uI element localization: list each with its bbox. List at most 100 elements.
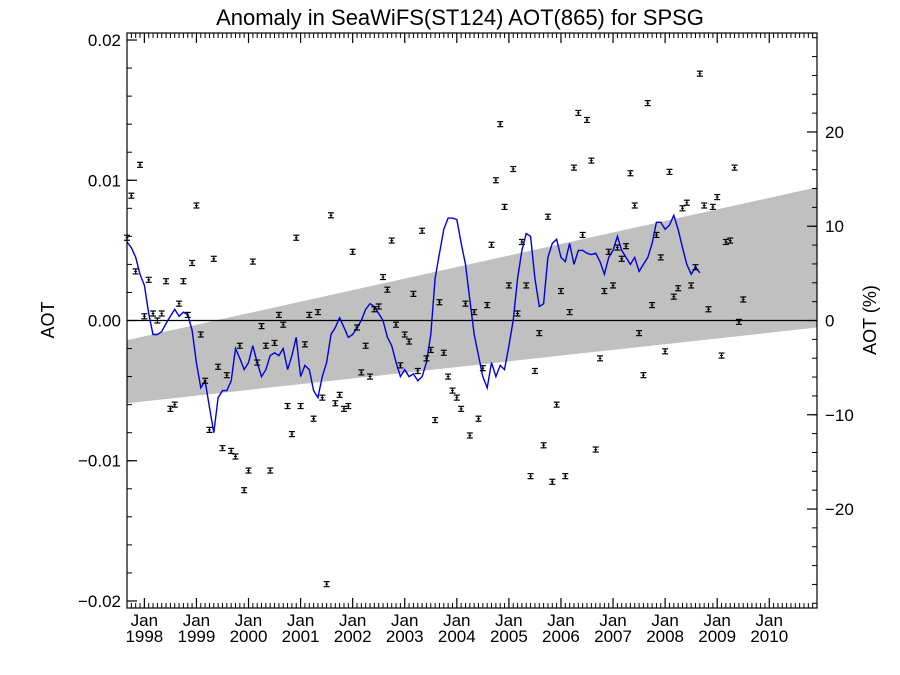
x-tick-label-month: Jan <box>651 611 678 630</box>
data-point <box>197 331 204 338</box>
data-point <box>423 355 430 362</box>
y-tick-label-right: −10 <box>825 406 854 425</box>
y-tick-label-left: 0.02 <box>88 31 121 50</box>
data-points-layer <box>124 70 747 588</box>
data-point <box>740 296 747 303</box>
x-tick-label-year: 2001 <box>282 627 320 646</box>
y-tick-label-left: −0.02 <box>78 592 121 611</box>
x-tick-label-year: 2006 <box>542 627 580 646</box>
data-point <box>206 426 213 433</box>
data-point <box>362 342 369 349</box>
data-point <box>154 317 161 324</box>
x-tick-label-year: 2003 <box>386 627 424 646</box>
data-point <box>319 394 326 401</box>
axes-layer: −0.02−0.010.000.010.02−20−1001020Jan1998… <box>78 31 854 646</box>
data-point <box>406 338 413 345</box>
data-point <box>388 237 395 244</box>
data-point <box>688 282 695 289</box>
data-point <box>288 430 295 438</box>
data-point <box>497 121 504 128</box>
data-point <box>375 303 382 310</box>
x-tick-label-month: Jan <box>495 611 522 630</box>
data-point <box>349 248 356 255</box>
y-axis-label-right: AOT (%) <box>860 285 880 355</box>
data-point <box>262 342 269 349</box>
data-point <box>644 100 651 107</box>
data-point <box>145 276 152 283</box>
x-tick-label-month: Jan <box>235 611 262 630</box>
data-point <box>540 442 547 449</box>
y-tick-label-left: 0.01 <box>88 171 121 190</box>
data-point <box>436 299 443 306</box>
data-point <box>440 349 447 356</box>
data-point <box>475 415 482 422</box>
x-tick-label-month: Jan <box>183 611 210 630</box>
data-point <box>692 264 699 271</box>
data-point <box>570 164 577 171</box>
data-point <box>727 237 734 244</box>
x-tick-label-year: 2009 <box>698 627 736 646</box>
data-point <box>614 244 621 251</box>
x-tick-label-month: Jan <box>287 611 314 630</box>
data-point <box>501 203 508 211</box>
data-point <box>245 467 252 474</box>
y-tick-label-left: −0.01 <box>78 452 121 471</box>
x-tick-label-year: 2007 <box>594 627 632 646</box>
data-point <box>518 238 525 246</box>
data-point <box>531 367 538 375</box>
data-point <box>176 300 183 307</box>
data-point <box>228 447 235 455</box>
data-point <box>536 330 543 337</box>
data-point <box>553 401 560 408</box>
x-tick-label-month: Jan <box>599 611 626 630</box>
data-point <box>566 308 573 316</box>
data-point <box>631 202 638 209</box>
data-point <box>223 372 230 379</box>
data-point <box>627 170 634 177</box>
data-point <box>492 177 499 184</box>
data-point <box>471 308 478 316</box>
data-point <box>180 278 187 285</box>
data-point <box>527 473 534 480</box>
data-point <box>544 213 551 220</box>
data-point <box>427 346 434 354</box>
smoothed-line-layer <box>126 213 701 433</box>
x-tick-label-year: 1998 <box>125 627 163 646</box>
data-point <box>523 282 530 289</box>
data-point <box>275 311 282 318</box>
data-point <box>453 394 460 401</box>
data-point <box>314 308 321 316</box>
data-point <box>679 205 686 212</box>
data-point <box>575 109 582 117</box>
smoothed-anomaly-line <box>126 213 701 433</box>
x-tick-label-month: Jan <box>131 611 158 630</box>
data-point <box>397 362 404 369</box>
data-point <box>462 300 469 307</box>
x-tick-label-month: Jan <box>547 611 574 630</box>
data-point <box>670 293 677 300</box>
data-point <box>510 165 517 173</box>
data-point <box>332 400 339 407</box>
data-point <box>184 311 191 318</box>
data-point <box>297 402 304 410</box>
data-point <box>649 301 656 309</box>
data-point <box>466 432 473 439</box>
data-point <box>358 369 365 376</box>
data-point <box>380 273 387 281</box>
data-point <box>722 238 729 246</box>
data-point <box>488 241 495 248</box>
x-tick-label-year: 2008 <box>646 627 684 646</box>
data-point <box>549 478 556 485</box>
data-point <box>280 321 287 328</box>
data-point <box>445 373 452 380</box>
data-point <box>150 310 157 317</box>
data-point <box>562 473 569 480</box>
data-point <box>623 243 630 250</box>
data-point <box>610 282 617 289</box>
x-tick-label-month: Jan <box>756 611 783 630</box>
x-tick-label-month: Jan <box>443 611 470 630</box>
data-point <box>432 416 439 424</box>
y-tick-label-right: 20 <box>825 123 844 142</box>
data-point <box>384 286 391 293</box>
